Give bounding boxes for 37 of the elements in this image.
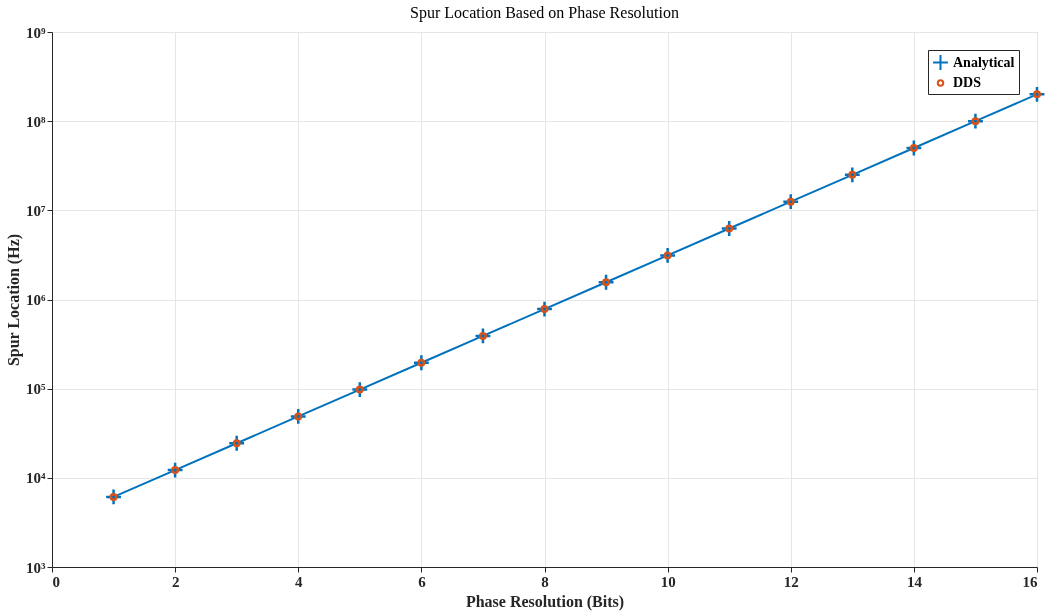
point xyxy=(294,412,303,421)
y-tick-label: 10⁸ xyxy=(26,113,46,130)
point xyxy=(971,117,980,126)
point xyxy=(540,305,549,314)
point xyxy=(109,492,118,501)
point xyxy=(663,251,672,260)
x-tick-label: 0 xyxy=(52,573,60,590)
chart-title: Spur Location Based on Phase Resolution xyxy=(410,4,679,22)
point xyxy=(602,278,611,287)
point xyxy=(232,439,241,448)
point xyxy=(786,197,795,206)
point xyxy=(478,331,487,340)
y-tick-label: 10⁶ xyxy=(26,292,46,308)
x-tick-label: 14 xyxy=(906,573,923,590)
point xyxy=(417,358,426,367)
legend-label: DDS xyxy=(953,75,982,90)
point xyxy=(848,170,857,179)
point xyxy=(171,466,180,475)
point xyxy=(909,144,918,152)
point xyxy=(725,224,734,233)
x-tick-label: 16 xyxy=(1022,573,1038,590)
y-tick-label: 10⁵ xyxy=(26,381,46,398)
y-tick-label: 10⁹ xyxy=(26,24,46,41)
x-tick-label: 4 xyxy=(295,573,303,590)
x-tick-label: 6 xyxy=(418,573,427,590)
x-tick-label: 2 xyxy=(171,573,180,590)
x-tick-label: 12 xyxy=(783,573,799,590)
x-tick-label: 10 xyxy=(660,573,676,590)
legend-label: Analytical xyxy=(953,54,1015,70)
x-axis-title: Phase Resolution (Bits) xyxy=(465,592,625,611)
y-tick-label: 10⁴ xyxy=(26,470,46,487)
point xyxy=(1033,90,1041,99)
point xyxy=(355,385,364,394)
y-tick-label: 10⁷ xyxy=(26,202,46,219)
y-tick-label: 10³ xyxy=(26,559,46,576)
x-tick-label: 8 xyxy=(541,573,549,590)
y-axis-title: Spur Location (Hz) xyxy=(5,233,23,367)
